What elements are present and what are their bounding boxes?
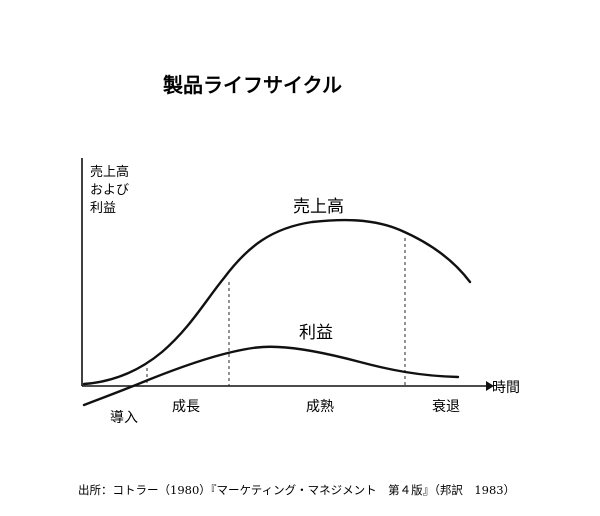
x-axis-arrowhead — [486, 381, 494, 391]
stage-label-decline: 衰退 — [432, 398, 460, 415]
diagram-title: 製品ライフサイクル — [163, 73, 342, 97]
stage-label-growth: 成長 — [172, 399, 200, 415]
profit-curve-label: 利益 — [299, 323, 333, 343]
y-axis-label-line-2: および — [90, 183, 129, 198]
y-axis-label-line-3: 利益 — [90, 201, 116, 216]
sales-curve-label: 売上高 — [293, 197, 344, 217]
profit-curve — [82, 345, 460, 407]
stage-label-maturity: 成熟 — [306, 399, 334, 415]
stage-label-introduction: 導入 — [110, 410, 138, 426]
sales-curve — [82, 218, 472, 386]
source-citation: 出所：コトラー（1980）『マーケティング・マネジメント 第４版』（邦訳 198… — [78, 483, 515, 497]
x-axis-label: 時間 — [492, 380, 520, 396]
y-axis-label-line-1: 売上高 — [90, 164, 129, 180]
